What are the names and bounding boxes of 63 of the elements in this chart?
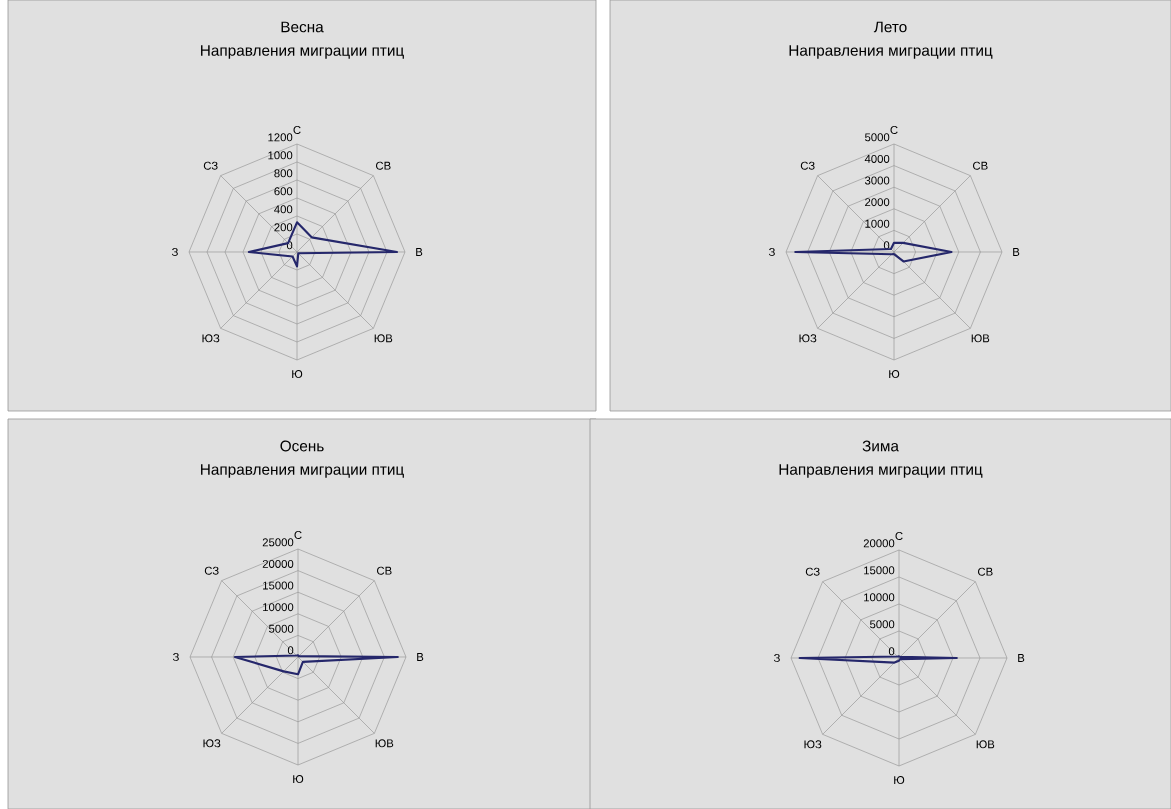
spoke-label: СЗ	[800, 161, 815, 170]
y-tick-label: 15000	[864, 566, 895, 575]
chart-title: Весна	[281, 21, 324, 33]
y-tick-label: 200	[274, 223, 293, 232]
y-tick-label: 4000	[864, 154, 890, 163]
spoke-label: З	[171, 247, 178, 256]
spoke-label: Ю	[292, 370, 303, 379]
y-tick-label: 10000	[864, 593, 895, 602]
spoke-label: С	[895, 531, 903, 540]
spoke-label: С	[890, 125, 898, 134]
spoke-label: ЮВ	[976, 740, 995, 749]
spoke-label: З	[773, 653, 780, 662]
y-tick-label: 5000	[869, 620, 895, 629]
chart-subtitle: Направления миграции птиц	[779, 464, 983, 478]
y-tick-label: 25000	[262, 538, 294, 547]
spoke-label: С	[293, 125, 301, 134]
y-tick-label: 0	[883, 241, 890, 250]
spoke-label: ЮЗ	[804, 740, 822, 749]
spoke-label: СВ	[376, 161, 391, 170]
spoke-label: ЮВ	[971, 334, 990, 343]
spoke-label: В	[416, 248, 423, 256]
y-tick-label: 400	[274, 205, 293, 214]
y-tick-label: 800	[274, 169, 293, 178]
y-tick-label: 5000	[268, 624, 294, 633]
spoke-label: СВ	[978, 567, 993, 576]
y-tick-label: 2000	[865, 198, 890, 207]
chart-title: Осень	[280, 440, 324, 452]
y-tick-label: 600	[274, 187, 293, 196]
chart-title: Лето	[873, 21, 907, 33]
chart-title: Зима	[862, 440, 899, 452]
spoke-label: СЗ	[204, 566, 219, 575]
y-tick-label: 0	[888, 647, 895, 656]
spoke-label: В	[1018, 654, 1025, 662]
y-tick-label: 1200	[268, 133, 293, 142]
y-tick-label: 15000	[263, 581, 294, 590]
spoke-label: В	[417, 653, 424, 661]
spoke-label: ЮЗ	[799, 334, 817, 343]
spoke-label: Ю	[894, 776, 905, 785]
spoke-label: СЗ	[203, 161, 218, 170]
spoke-label: ЮЗ	[203, 739, 221, 748]
spoke-label: ЮВ	[374, 334, 393, 343]
spoke-label: С	[294, 530, 302, 539]
y-tick-label: 0	[287, 646, 294, 655]
spoke-label: ЮЗ	[202, 334, 220, 343]
spoke-label: Ю	[293, 775, 304, 784]
chart-subtitle: Направления миграции птиц	[201, 45, 404, 59]
spoke-label: СЗ	[805, 567, 820, 576]
spoke-label: З	[768, 247, 775, 256]
chart-subtitle: Направления миграции птиц	[201, 464, 404, 478]
spoke-label: Ю	[889, 370, 900, 379]
y-tick-label: 1000	[865, 219, 890, 228]
y-tick-label: 3000	[864, 176, 890, 185]
spoke-label: В	[1013, 248, 1020, 256]
y-tick-label: 10000	[263, 603, 294, 612]
y-tick-label: 20000	[863, 539, 895, 548]
y-tick-label: 5000	[864, 133, 890, 142]
spoke-label: СВ	[973, 161, 988, 170]
y-tick-label: 20000	[262, 559, 294, 568]
y-tick-label: 1000	[268, 151, 293, 160]
spoke-label: ЮВ	[375, 739, 394, 748]
spoke-label: З	[172, 652, 179, 661]
spoke-label: СВ	[377, 566, 392, 575]
chart-subtitle: Направления миграции птиц	[789, 45, 993, 59]
